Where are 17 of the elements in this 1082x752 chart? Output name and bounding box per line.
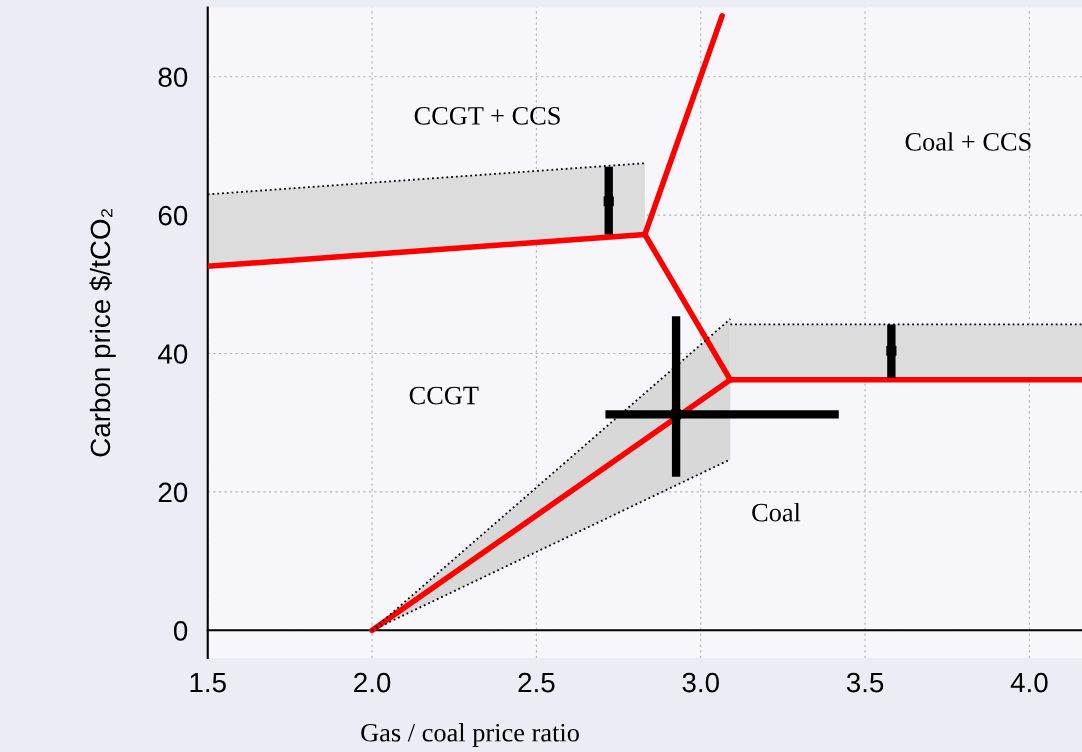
annotation: CCGT + CCS	[414, 106, 560, 125]
x-tick-label: 3.0	[682, 672, 719, 693]
x-tick-label: 1.5	[190, 673, 226, 693]
y-tick-label: 80	[158, 67, 188, 88]
x-axis-title: Gas / coal price ratio	[361, 723, 579, 747]
annotation: Coal	[752, 502, 801, 522]
annotation: CCGT	[409, 386, 479, 405]
y-tick-label: 20	[158, 482, 188, 503]
x-tick-label: 3.5	[846, 672, 884, 693]
x-tick-label: 2.0	[354, 672, 391, 693]
y-tick-label: 40	[158, 344, 188, 364]
annotation: Coal + CCS	[905, 132, 1031, 151]
y-tick-label: 0	[173, 620, 188, 641]
y-tick-label: 60	[158, 205, 188, 226]
y-axis-title: Carbon price $/tCO₂	[89, 209, 116, 457]
x-tick-label: 2.5	[518, 672, 555, 693]
x-tick-label: 4.0	[1010, 672, 1048, 693]
